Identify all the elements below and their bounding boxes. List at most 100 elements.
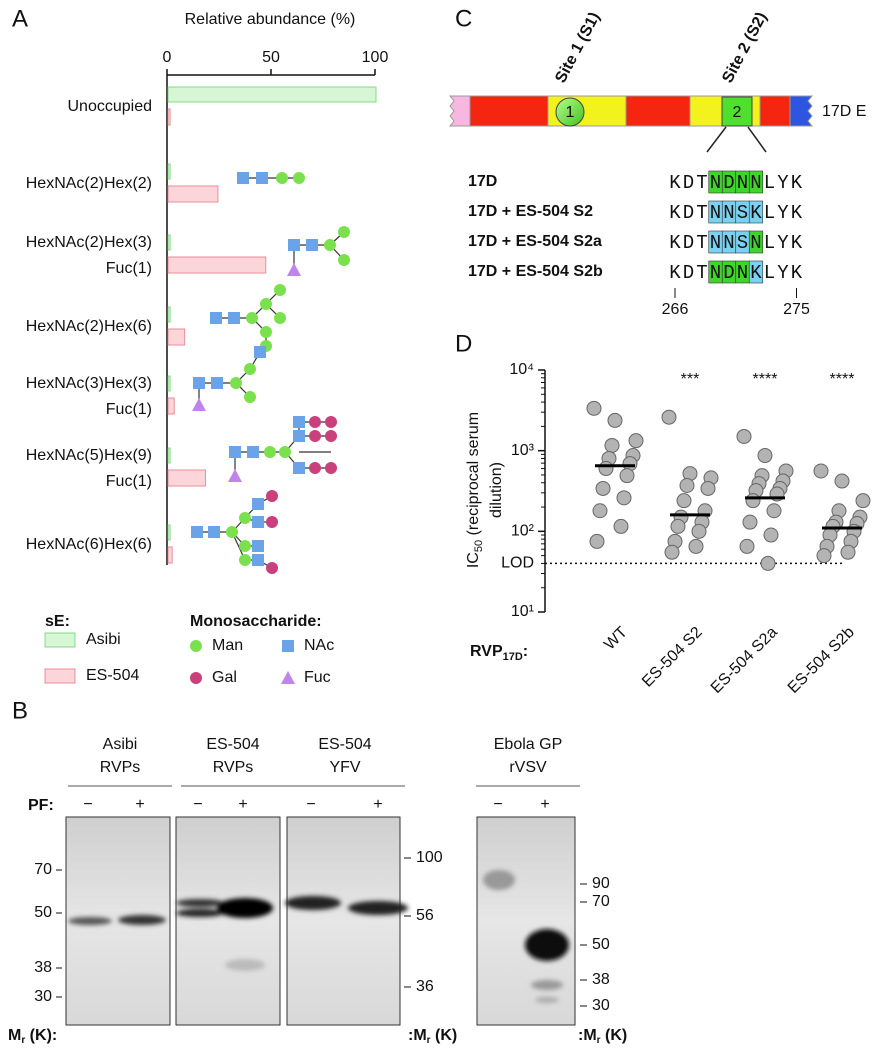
marker-label: 90: [592, 875, 610, 892]
axis-title: Relative abundance (%): [185, 11, 356, 28]
marker-label: 56: [416, 907, 434, 924]
site-label: Site 1 (S1): [552, 10, 603, 86]
data-point: [688, 538, 704, 554]
glycan-residue: [282, 640, 294, 652]
glycan-residue: [239, 540, 251, 552]
marker-label: 38: [592, 971, 610, 988]
bar: [167, 108, 171, 126]
glycan-residue: [247, 446, 259, 458]
protein-diagram: [448, 95, 814, 153]
marker-label: 36: [416, 978, 434, 995]
glycan-residue: [274, 312, 286, 324]
glycan-residue: [237, 172, 249, 184]
data-point: [745, 493, 761, 509]
data-point: [628, 433, 644, 449]
residue: T: [696, 232, 707, 254]
mr-label-part: r: [427, 1035, 431, 1046]
marker-label: 70: [34, 861, 52, 878]
data-point: [736, 428, 752, 444]
bar: [167, 163, 171, 180]
glycan-residue: [279, 446, 291, 458]
residue: N: [750, 172, 761, 194]
mr-label: :Mr (K): [408, 1027, 457, 1045]
x-axis-label-part: 17D: [503, 651, 523, 663]
glycan-residue: [192, 398, 206, 411]
residue: S: [737, 232, 748, 254]
glycan-residue: [229, 446, 241, 458]
data-point: [676, 493, 692, 509]
x-tick-label: WT: [601, 624, 631, 654]
glycan-residue: [274, 284, 286, 296]
data-point: [604, 437, 620, 453]
glycan-residue: [266, 490, 278, 502]
category-label: HexNAc(5)Hex(9): [26, 447, 152, 464]
glycan-residue: [325, 430, 337, 442]
glycan-residue: [190, 640, 202, 652]
legend-label: Fuc: [304, 669, 331, 686]
x-axis-label: RVP17D:: [470, 643, 528, 663]
reference-label: LOD: [501, 555, 534, 572]
blots: [65, 816, 576, 1026]
glycan-residue: [239, 512, 251, 524]
lane-sign: −: [493, 796, 502, 813]
residue: N: [737, 172, 748, 194]
significance: ****: [753, 371, 778, 388]
bar: [167, 397, 175, 415]
glycan-residue: [293, 462, 305, 474]
glycan-residue: [190, 672, 202, 684]
glycan-residue: [228, 312, 240, 324]
data-point: [763, 527, 779, 543]
mr-label-part: :: [52, 1027, 57, 1044]
glycan-residue: [210, 312, 222, 324]
blot-group-label: rVSV: [509, 759, 547, 776]
marker-label: 30: [592, 997, 610, 1014]
y-axis-label-part: (reciprocal serum: [465, 412, 482, 540]
residue: N: [710, 202, 721, 224]
mr-label-part: M: [413, 1027, 426, 1044]
residue: N: [710, 172, 721, 194]
mr-label-part: :: [408, 1027, 413, 1044]
glycan-residue: [309, 416, 321, 428]
residue: N: [710, 232, 721, 254]
legend-label: NAc: [304, 637, 334, 654]
residue: D: [723, 262, 734, 284]
residue: L: [764, 262, 775, 284]
bar: [167, 524, 171, 541]
mr-label-part: r: [21, 1035, 25, 1046]
glycan-residue: [228, 469, 242, 482]
residue: L: [764, 172, 775, 194]
blot-group-label: ES-504: [318, 736, 371, 753]
category-label: HexNAc(2)Hex(3): [26, 234, 152, 251]
category-label: Fuc(1): [106, 260, 152, 277]
protein-label: 17D E: [822, 103, 866, 120]
category-label: HexNAc(6)Hex(6): [26, 536, 152, 553]
data-point: [739, 538, 755, 554]
glycan-residue: [193, 377, 205, 389]
sequence-name: 17D + ES-504 S2b: [468, 263, 603, 280]
lane-sign: −: [306, 796, 315, 813]
residue-highlight: [748, 200, 764, 224]
bar: [167, 447, 171, 464]
glycan-residue: [260, 298, 272, 310]
site-number: 2: [733, 104, 742, 121]
marker-label: 50: [34, 904, 52, 921]
residue: Y: [777, 172, 789, 194]
data-point: [619, 468, 635, 484]
glycan-residue: [208, 526, 220, 538]
glycan-residue: [264, 446, 276, 458]
glycan-residue: [252, 498, 264, 510]
residue: N: [710, 262, 721, 284]
marker-label: 30: [34, 988, 52, 1005]
glycan-residue: [254, 346, 266, 358]
glycan-residue: [252, 540, 264, 552]
data-point: [664, 544, 680, 560]
glycan-residue: [324, 239, 336, 251]
sequence-name: 17D: [468, 173, 497, 190]
blot-group-label: ES-504: [206, 736, 259, 753]
residue: T: [696, 172, 707, 194]
blot-group-label: YFV: [329, 759, 360, 776]
mr-label-part: (K): [25, 1027, 52, 1044]
x-axis-label-part: RVP: [470, 643, 503, 660]
data-point: [613, 518, 629, 534]
